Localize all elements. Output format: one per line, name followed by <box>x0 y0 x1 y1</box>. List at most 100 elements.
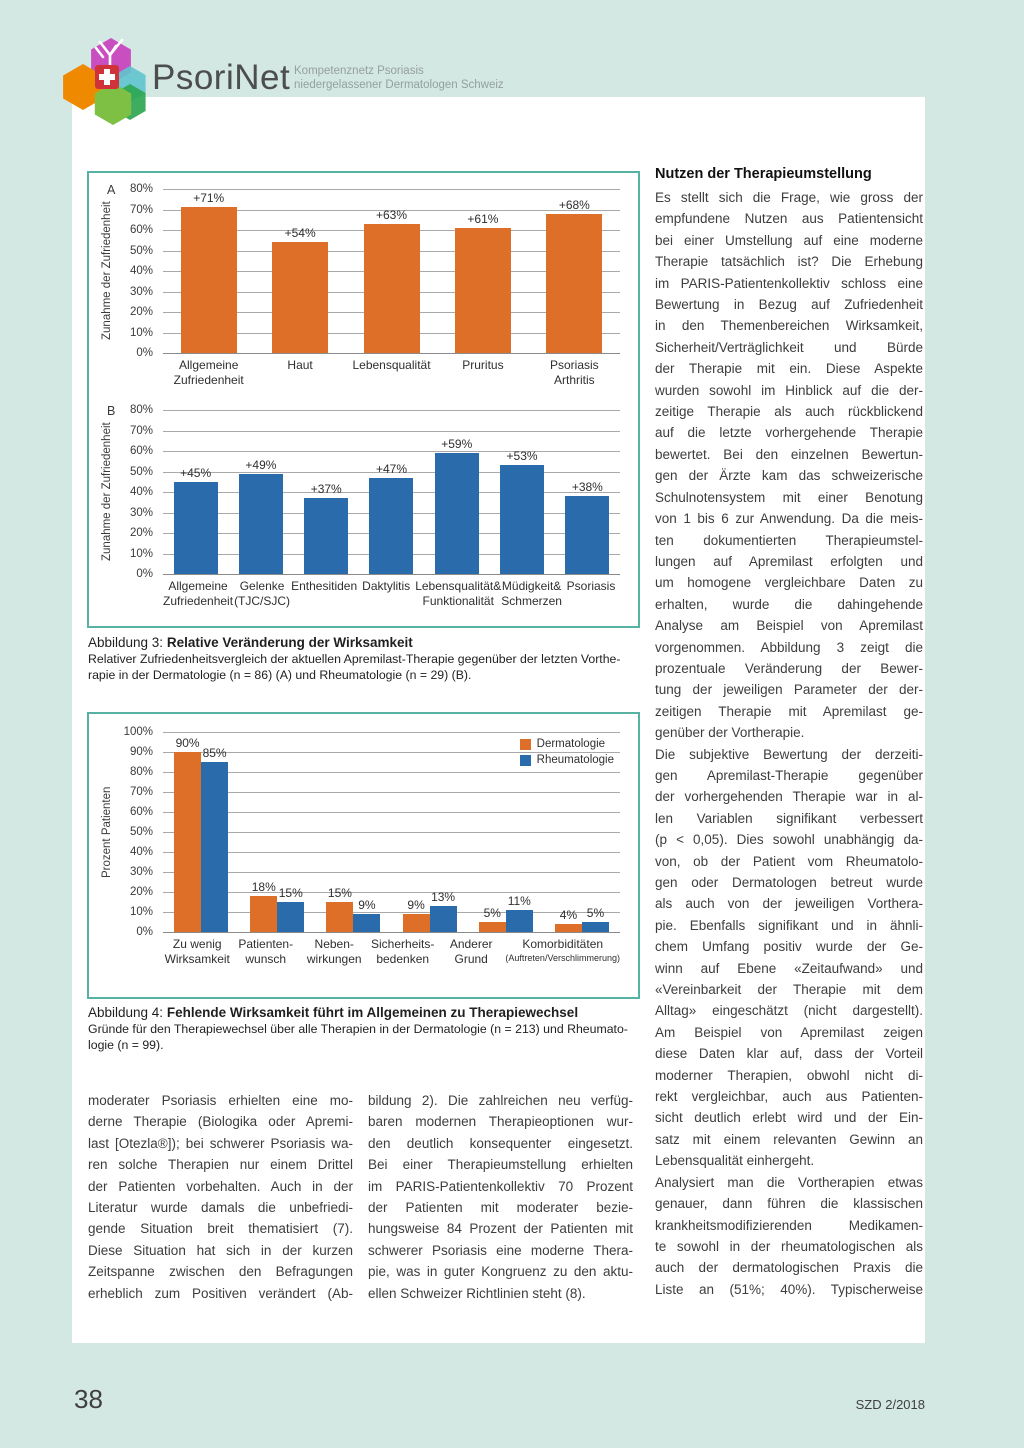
x-tick-label: Müdigkeit& Schmerzen <box>501 579 562 608</box>
text-line: diese Daten klar auf, dass der Vorteil <box>655 1046 923 1062</box>
bar <box>565 496 610 574</box>
x-tick-label: Sicherheits-bedenken <box>371 937 435 966</box>
text-line: Es stellt sich die Frage, wie gross der <box>655 190 923 205</box>
bar <box>505 910 533 932</box>
bar <box>554 924 582 932</box>
bar-group: +71% <box>163 189 254 353</box>
x-tick-label: Haut <box>287 358 313 372</box>
bar <box>369 477 414 574</box>
text-line: tung der jeweiligen Parameter der der- <box>655 682 923 698</box>
text-line: pie. Ebenfalls signifikant und in ähnli- <box>655 917 923 933</box>
plot-area: +71% +54% +63% +61% +68% <box>163 189 620 354</box>
y-tick-label: 60% <box>129 224 153 236</box>
text-line: bildung 2). Die zahlreichen neu verfüg- <box>368 1093 633 1108</box>
bar-group: 5% 11% <box>468 732 544 932</box>
bar-value-label: +53% <box>506 449 538 464</box>
y-tick-label: 40% <box>129 486 153 498</box>
x-tick-label: Patienten-wunsch <box>238 937 294 966</box>
x-tick-label: Neben-wirkungen <box>306 937 362 966</box>
text-line: moderner Therapien, obwohl nicht di- <box>655 1067 923 1083</box>
bar-group: +68% <box>529 189 620 353</box>
footer-page-number: 38 <box>74 1384 103 1414</box>
bar-value-label: 9% <box>358 898 376 912</box>
x-tick-label: Komorbiditäten (Auftreten/Verschlimmerung… <box>505 937 620 963</box>
y-tick-label: 10% <box>129 906 153 918</box>
bar <box>434 453 479 574</box>
bar-group: +61% <box>437 189 528 353</box>
article-column-left: moderater Psoriasis erhielten eine mo-de… <box>88 1090 353 1304</box>
text-line: gende Situation breit thematisiert (7). <box>88 1221 353 1237</box>
y-tick-label: 40% <box>129 265 153 277</box>
text-line: gen Apremilast-Therapie gegenüber <box>655 767 923 783</box>
text-line: im PARIS-Patientenkollektiv 70 Prozent <box>368 1178 633 1194</box>
bar <box>304 498 349 574</box>
chart-c: Prozent Patienten 0% 10% 20% 30% 40% 50% 60% 70… <box>97 722 630 967</box>
text-line: Analyse am Beispiel von Apremilast <box>655 618 923 634</box>
bar-group: +45% <box>163 410 228 574</box>
text-line: ten dokumentierten Therapieumstel- <box>655 532 923 548</box>
bar-group: +49% <box>228 410 293 574</box>
figure-4-caption-line1: Gründe für den Therapiewechsel über alle… <box>88 1022 628 1036</box>
bar <box>180 207 237 353</box>
y-tick-label: 50% <box>129 826 153 838</box>
bar-value-label: 9% <box>407 898 425 912</box>
legend-item-rheumatologie: Rheumatologie <box>519 754 614 766</box>
bar-group: +47% <box>359 410 424 574</box>
bar <box>326 902 354 932</box>
text-line: von, ob der Patient vom Rheumatolo- <box>655 853 923 869</box>
text-line: Liste an (51%; 40%). Typischerweise <box>655 1281 923 1297</box>
bar <box>546 213 603 353</box>
gridline <box>163 732 620 733</box>
gridline <box>163 872 620 873</box>
gridline <box>163 471 620 473</box>
text-line: erheblich zum Positiven verändert (Ab- <box>88 1285 353 1301</box>
text-line: Lebensqualität einhergeht. <box>655 1153 815 1169</box>
figure-3: A Zunahme der Zufriedenheit 0% 10% 20% 30% 4… <box>87 171 640 628</box>
bar-value-label: +49% <box>245 457 277 472</box>
bar-group: 4% 5% <box>544 732 620 932</box>
text-line: te sowohl in der rheumatologischen als <box>655 1238 923 1254</box>
figure-3-caption: Abbildung 3: Relative Veränderung der Wi… <box>88 634 648 683</box>
bar-group: +59% <box>424 410 489 574</box>
text-line: der Patienten mit moderater bezie- <box>368 1200 633 1216</box>
x-tick-label: Daktylitis <box>362 579 411 593</box>
bar-value-label: +61% <box>467 211 499 226</box>
bar-value-label: +47% <box>375 461 407 476</box>
text-line: lungen auf Apremilast erfolgten und <box>655 553 923 569</box>
x-tick-label: Gelenke (TJC/SJC) <box>234 579 291 608</box>
text-line: Zeitspanne zwischen den Befragungen <box>88 1264 353 1280</box>
gridline <box>163 752 620 753</box>
gridline <box>163 189 620 190</box>
y-tick-label: 20% <box>129 306 153 318</box>
x-tick-label: Psoriasis <box>566 579 616 593</box>
bar-value-label: 5% <box>483 906 501 920</box>
bar <box>238 473 283 574</box>
text-line: wurden sowohl im Hinblick auf die der- <box>655 382 923 398</box>
x-axis-labels: Zu wenig Wirksamkeit Patienten-wunsch Neben… <box>163 937 620 967</box>
bar <box>173 481 218 574</box>
text-line: auf die letzte vorhergehende Therapie <box>655 425 923 441</box>
x-tick-label: Allgemeine Zufriedenheit <box>163 579 234 608</box>
figure-4-label: Abbildung 4: <box>88 1005 164 1020</box>
text-line: pie, was in guter Kongruenz zu den aktu- <box>368 1264 633 1280</box>
bar-group: +63% <box>346 189 437 353</box>
y-tick-label: 40% <box>129 846 153 858</box>
text-line: (p < 0,05). Dies sowohl unabhängig da- <box>655 832 923 848</box>
figure-4-caption-title: Abbildung 4: Fehlende Wirksamkeit führt … <box>88 1004 648 1021</box>
gridline <box>163 353 620 354</box>
right-column-paragraph-1: Es stellt sich die Frage, wie gross der e… <box>655 187 923 744</box>
figure-4: Prozent Patienten 0% 10% 20% 30% 40% 50% 60% 70… <box>87 712 640 999</box>
y-tick-label: 0% <box>136 347 153 359</box>
bar <box>277 902 305 932</box>
x-axis-labels: Allgemeine Zufriedenheit Gelenke (TJC/SJC) E… <box>163 579 620 609</box>
antibody-icon <box>94 38 124 74</box>
text-line: Am Beispiel von Apremilast zeigen <box>655 1024 923 1040</box>
text-line: last [Otezla®]); bei schwerer Psoriasis … <box>88 1135 353 1151</box>
bar <box>201 762 229 932</box>
text-line: Literatur wurde damals die unbefriedi- <box>88 1200 353 1216</box>
text-line: als auch von der jeweiligen Vorthera- <box>655 896 923 912</box>
bar-value-label: +63% <box>376 207 408 222</box>
x-tick-label: Zu wenig Wirksamkeit <box>164 937 230 966</box>
footer-journal-label: SZD 2/2018 <box>855 1397 925 1412</box>
text-line: der vorhergehenden Therapie war in al- <box>655 789 923 805</box>
